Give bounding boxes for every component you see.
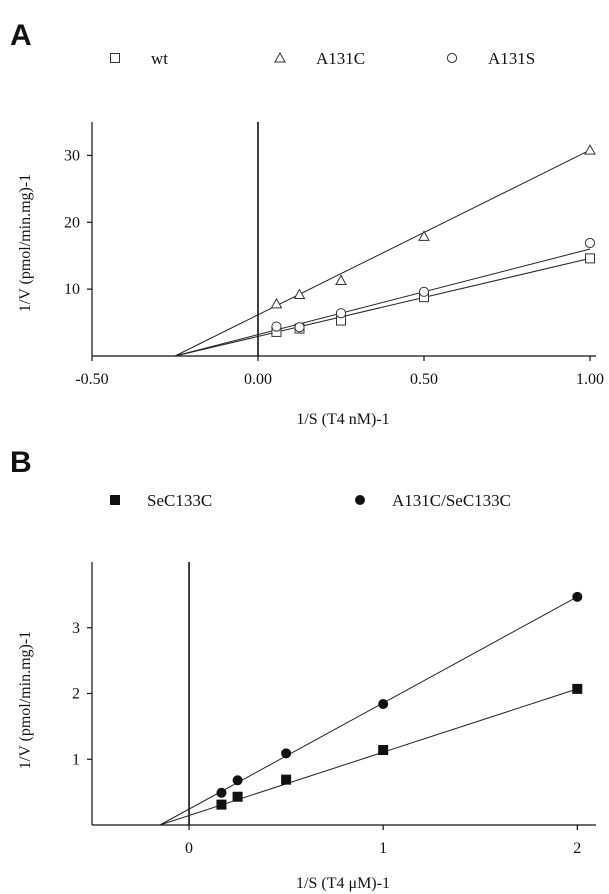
panel-a-chart: wt A131C A131S -0.50 0.00 0.50 1.00 10 20 30 1/S (… xyxy=(17,49,604,428)
panel-a-point-a131s xyxy=(271,321,282,332)
panel-b-y-axis-label: 1/V (pmol/min.mg)-1 xyxy=(17,631,34,769)
panel-a-point-a131s xyxy=(335,308,347,319)
panel-a-fit-line-a131s xyxy=(174,248,591,357)
panel-a-legend-wt-label: wt xyxy=(151,49,168,68)
panel-b-point-a131c-sec133c xyxy=(232,775,243,786)
panel-b-chart: SeC133C A131C/SeC133C 0 1 2 1 2 3 1/S (T4 μM)-1 1… xyxy=(17,491,596,892)
panel-b-point-a131c-sec133c xyxy=(378,699,389,710)
panel-a-point-a131s xyxy=(584,237,596,249)
panel-a-y-axis-label: 1/V (pmol/min.mg)-1 xyxy=(17,174,34,312)
panel-b-point-a131c-sec133c xyxy=(281,748,292,759)
panel-a-point-a131s xyxy=(418,286,430,297)
panel-b-legend-a131c-sec133c-label: A131C/SeC133C xyxy=(392,491,511,510)
panel-a-y-tick-label: 10 xyxy=(64,281,80,298)
panel-b-point-sec133c xyxy=(216,799,227,810)
panel-a-point-a131s xyxy=(294,322,305,333)
panel-a-point-a131c xyxy=(418,230,430,241)
panel-a-legend-a131c-marker xyxy=(274,51,286,63)
panel-b-point-sec133c xyxy=(378,745,389,756)
panel-b-y-tick-label: 1 xyxy=(72,751,80,768)
panel-b-point-sec133c xyxy=(572,683,583,694)
panel-b-fit-line-sec133c xyxy=(159,688,578,826)
panel-a-point-a131c xyxy=(293,288,306,299)
panel-a-y-tick-label: 20 xyxy=(64,214,80,231)
panel-b-x-tick-label: 1 xyxy=(379,840,387,857)
panel-b-point-a131c-sec133c xyxy=(216,787,227,798)
panel-a-legend-wt-marker xyxy=(110,53,120,63)
panel-b-y-tick-label: 2 xyxy=(72,686,80,703)
panel-a-legend-a131s-label: A131S xyxy=(488,49,535,68)
panel-b-fit-line-a131c-sec133c xyxy=(159,596,578,826)
panel-b-letter: B xyxy=(10,446,32,479)
panel-b-point-a131c-sec133c xyxy=(572,591,583,602)
panel-a-x-tick-label: 1.00 xyxy=(576,371,604,388)
panel-b-legend-sec133c-marker xyxy=(110,495,120,505)
panel-b-point-sec133c xyxy=(232,791,243,802)
panel-a-point-a131c xyxy=(270,297,283,309)
panel-a-letter: A xyxy=(10,19,32,52)
panel-a-x-tick-label: -0.50 xyxy=(75,371,108,388)
panel-a-point-a131c xyxy=(335,274,347,285)
panel-b-y-tick-label: 3 xyxy=(72,620,80,637)
panel-a-x-tick-label: 0.50 xyxy=(410,371,438,388)
panel-a-fit-line-a131c xyxy=(174,149,591,357)
panel-b-legend-a131c-sec133c-marker xyxy=(355,495,365,505)
panel-b-legend-sec133c-label: SeC133C xyxy=(147,491,212,510)
panel-b-point-sec133c xyxy=(281,774,292,785)
panel-b-x-tick-label: 2 xyxy=(573,840,581,857)
panel-b-x-axis-label: 1/S (T4 μM)-1 xyxy=(296,875,390,892)
panel-a-x-axis-label: 1/S (T4 nM)-1 xyxy=(296,411,389,428)
panel-a-legend-a131c-label: A131C xyxy=(316,49,365,68)
panel-a-legend-a131s-marker xyxy=(446,52,458,64)
panel-a-point-wt xyxy=(585,253,595,264)
panel-a-x-tick-label: 0.00 xyxy=(244,371,272,388)
panel-a-fit-line-wt xyxy=(174,257,591,357)
panel-a-y-tick-label: 30 xyxy=(64,147,80,164)
panel-b-x-tick-label: 0 xyxy=(185,840,193,857)
panel-a-point-a131c xyxy=(584,144,596,155)
